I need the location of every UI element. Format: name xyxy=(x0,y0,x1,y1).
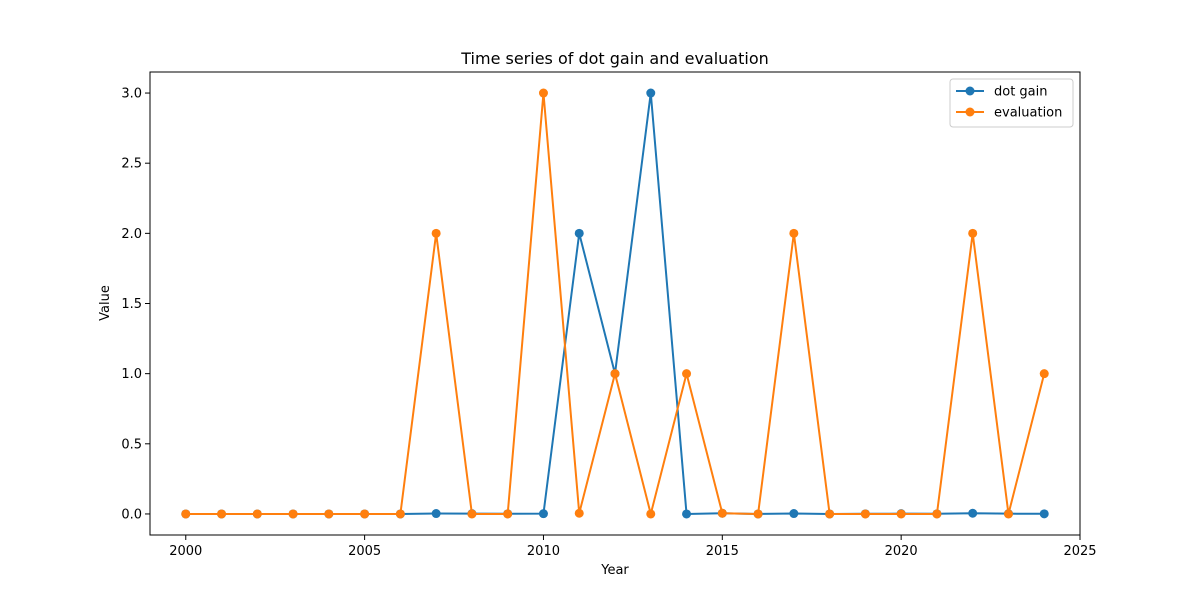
data-point xyxy=(538,509,548,519)
y-tick-label: 1.5 xyxy=(121,297,142,312)
data-point xyxy=(288,509,298,519)
data-point xyxy=(324,509,334,519)
data-point xyxy=(395,509,405,519)
data-point xyxy=(467,509,477,519)
data-point xyxy=(1003,509,1013,519)
data-point xyxy=(360,509,370,519)
legend: dot gain evaluation xyxy=(949,78,1074,128)
x-tick-label: 2020 xyxy=(885,544,918,559)
legend-marker xyxy=(965,86,975,96)
x-axis-ticks: 2000 2005 2010 2015 2020 2025 xyxy=(169,535,1097,559)
data-point xyxy=(682,509,692,519)
y-tick-label: 0.5 xyxy=(121,437,142,452)
x-tick-label: 2005 xyxy=(348,544,381,559)
data-point xyxy=(860,509,870,519)
y-tick-label: 3.0 xyxy=(121,87,142,102)
y-axis-label: Value xyxy=(98,285,113,321)
x-tick-label: 2015 xyxy=(706,544,739,559)
data-point xyxy=(753,509,763,519)
data-point xyxy=(181,509,191,519)
series-evaluation xyxy=(181,88,1049,519)
data-point xyxy=(646,88,656,98)
y-tick-label: 2.5 xyxy=(121,157,142,172)
data-point xyxy=(825,509,835,519)
data-point xyxy=(610,369,620,379)
data-point xyxy=(574,228,584,238)
y-tick-label: 2.0 xyxy=(121,227,142,242)
x-tick-label: 2025 xyxy=(1063,544,1096,559)
legend-label: dot gain xyxy=(994,85,1048,100)
data-point xyxy=(1039,509,1049,519)
data-point xyxy=(1039,369,1049,379)
x-tick-label: 2000 xyxy=(169,544,202,559)
data-point xyxy=(646,509,656,519)
chart-title: Time series of dot gain and evaluation xyxy=(460,49,769,68)
data-point xyxy=(431,509,441,519)
data-point xyxy=(789,509,799,519)
x-axis-label: Year xyxy=(600,563,629,578)
data-point xyxy=(968,228,978,238)
data-point xyxy=(574,508,584,518)
data-point xyxy=(717,508,727,518)
data-point xyxy=(896,509,906,519)
data-point xyxy=(217,509,227,519)
legend-label: evaluation xyxy=(994,106,1062,121)
legend-entry: evaluation xyxy=(956,106,1062,121)
x-tick-label: 2010 xyxy=(527,544,560,559)
data-point xyxy=(503,509,513,519)
data-point xyxy=(538,88,548,98)
data-point xyxy=(789,228,799,238)
y-tick-label: 0.0 xyxy=(121,507,142,522)
y-axis-ticks: 0.0 0.5 1.0 1.5 2.0 2.5 3.0 xyxy=(121,87,150,522)
data-point xyxy=(431,228,441,238)
legend-entry: dot gain xyxy=(956,85,1048,100)
data-point xyxy=(968,508,978,518)
data-point xyxy=(932,509,942,519)
y-tick-label: 1.0 xyxy=(121,367,142,382)
data-point xyxy=(682,369,692,379)
data-point xyxy=(252,509,262,519)
series-layer xyxy=(181,88,1049,519)
legend-marker xyxy=(965,107,975,117)
